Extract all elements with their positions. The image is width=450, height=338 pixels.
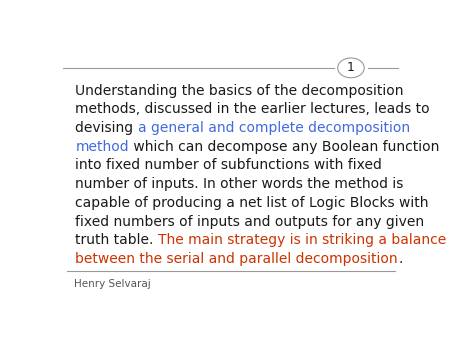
Text: a general and complete decomposition: a general and complete decomposition [138, 121, 410, 135]
Text: method: method [76, 140, 129, 154]
Text: The main strategy is in striking a balance: The main strategy is in striking a balan… [158, 234, 446, 247]
Text: .: . [398, 252, 402, 266]
Text: between the serial and parallel decomposition: between the serial and parallel decompos… [76, 252, 398, 266]
Circle shape [338, 58, 364, 78]
Text: Understanding the basics of the decomposition: Understanding the basics of the decompos… [76, 83, 404, 97]
Text: 1: 1 [347, 62, 355, 74]
Text: capable of producing a net list of Logic Blocks with: capable of producing a net list of Logic… [76, 196, 429, 210]
Text: which can decompose any Boolean function: which can decompose any Boolean function [129, 140, 440, 154]
Text: methods, discussed in the earlier lectures, leads to: methods, discussed in the earlier lectur… [76, 102, 430, 116]
Text: devising: devising [76, 121, 138, 135]
Text: number of inputs. In other words the method is: number of inputs. In other words the met… [76, 177, 404, 191]
Text: truth table.: truth table. [76, 234, 158, 247]
Text: fixed numbers of inputs and outputs for any given: fixed numbers of inputs and outputs for … [76, 215, 424, 229]
Text: into fixed number of subfunctions with fixed: into fixed number of subfunctions with f… [76, 159, 382, 172]
Text: Henry Selvaraj: Henry Selvaraj [74, 279, 150, 289]
